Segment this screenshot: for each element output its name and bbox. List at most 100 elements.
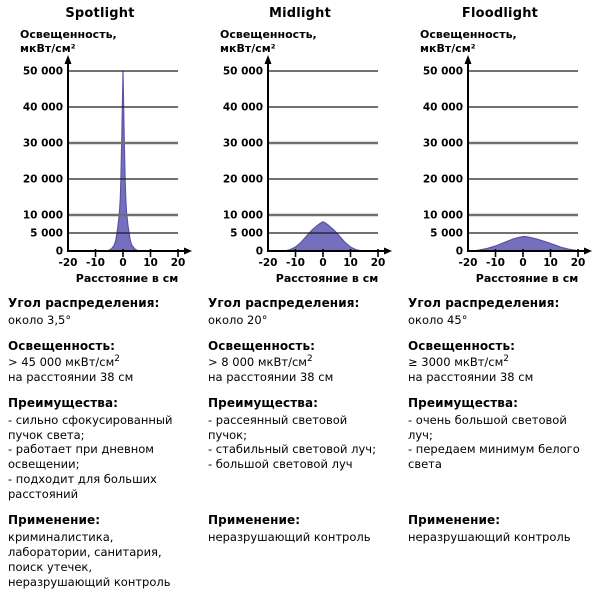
chart-col-midlight: Midlight 50 000 40 000 30 000 20 000 10 000 5… [200, 0, 400, 286]
angle-heading: Угол распределения: [408, 296, 560, 310]
y-tick-label: 0 [456, 246, 463, 258]
illuminance-heading: Освещенность: [208, 338, 316, 353]
x-tick-label: 10 [543, 257, 558, 269]
superscript-2: 2 [114, 354, 121, 365]
application-line: поиск утечек, [8, 559, 93, 574]
illuminance-block-spotlight: Освещенность: > 45 000 мкВт/см2 на расст… [0, 339, 200, 385]
application-line: неразрушающий контроль [8, 574, 171, 589]
x-tick-label: -20 [259, 257, 278, 269]
illuminance-value-text: > 8 000 мкВт/см [208, 355, 307, 370]
angle-value: около 45° [408, 312, 468, 327]
y-axis-title: Освещенность, [220, 28, 317, 41]
chart-col-spotlight: Spotlight 50 000 40 000 30 000 20 000 10 000… [0, 0, 200, 286]
y-tick-label: 10 000 [23, 210, 63, 222]
x-axis-title: Расстояние в см [476, 272, 578, 285]
x-tick-label: 0 [119, 257, 126, 269]
y-axis-arrow-icon [64, 55, 72, 64]
y-tick-label: 30 000 [223, 138, 263, 150]
y-tick-label: 0 [56, 246, 63, 258]
illuminance-value: ≥ 3000 мкВт/см2 [408, 355, 586, 370]
application-block-floodlight: Применение: неразрушающий контроль [400, 513, 600, 589]
illuminance-value-text: ≥ 3000 мкВт/см [408, 355, 504, 370]
superscript-2: 2 [503, 354, 510, 365]
illuminance-distribution-curve [105, 70, 141, 252]
y-tick-label: 20 000 [423, 174, 463, 186]
x-tick-label: 20 [371, 257, 386, 269]
illuminance-block-midlight: Освещенность: > 8 000 мкВт/см2 на рассто… [200, 339, 400, 385]
superscript-2: 2 [306, 354, 313, 365]
y-tick-label: 40 000 [423, 102, 463, 114]
midlight-chart: 50 000 40 000 30 000 20 000 10 000 5 000 0 -20-… [200, 24, 400, 286]
y-axis-arrow-icon [264, 55, 272, 64]
advantages-block-midlight: Преимущества: - рассеянный световой пучо… [200, 396, 400, 502]
chart-title-spotlight: Spotlight [65, 6, 135, 21]
x-tick-label: -20 [459, 257, 478, 269]
x-tick-label: -10 [486, 257, 505, 269]
x-tick-label: 20 [171, 257, 186, 269]
y-axis-title: мкВт/см² [420, 42, 476, 55]
application-block-midlight: Применение: неразрушающий контроль [200, 513, 400, 589]
application-line: неразрушающий контроль [408, 529, 571, 544]
y-tick-label: 50 000 [423, 66, 463, 78]
y-axis-title: Освещенность, [20, 28, 117, 41]
y-tick-label: 40 000 [23, 102, 63, 114]
application-heading: Применение: [208, 513, 301, 528]
y-tick-label: 10 000 [423, 210, 463, 222]
illuminance-block-floodlight: Освещенность: ≥ 3000 мкВт/см2 на расстоя… [400, 339, 600, 385]
illuminance-value: > 8 000 мкВт/см2 [208, 355, 386, 370]
angle-heading: Угол распределения: [208, 296, 360, 310]
illuminance-value: > 45 000 мкВт/см2 [8, 355, 186, 370]
x-axis-arrow-icon [584, 247, 592, 255]
x-tick-label: -20 [59, 257, 78, 269]
x-tick-label: -10 [286, 257, 305, 269]
advantage-item: - стабильный световой луч; [208, 442, 376, 457]
y-tick-label: 30 000 [23, 138, 63, 150]
illuminance-distance: на расстоянии 38 см [208, 370, 334, 385]
advantages-block-spotlight: Преимущества: - сильно сфокусированный п… [0, 396, 200, 502]
x-tick-label: 10 [143, 257, 158, 269]
application-block-spotlight: Применение: криминалистика, лаборатории,… [0, 513, 200, 589]
y-tick-label: 0 [256, 246, 263, 258]
y-tick-label: 40 000 [223, 102, 263, 114]
advantage-item: - большой световой луч [208, 457, 353, 472]
y-axis-arrow-icon [464, 55, 472, 64]
y-tick-label: 10 000 [223, 210, 263, 222]
y-tick-label: 50 000 [223, 66, 263, 78]
y-tick-label: 50 000 [23, 66, 63, 78]
floodlight-chart: 50 000 40 000 30 000 20 000 10 000 5 000 0 -20-… [400, 24, 600, 286]
application-line: неразрушающий контроль [208, 529, 371, 544]
illuminance-distribution-curve [473, 236, 579, 252]
chart-svg: 50 000 40 000 30 000 20 000 10 000 5 000 0-20-… [420, 28, 592, 285]
x-axis-arrow-icon [184, 247, 192, 255]
x-tick-label: 20 [571, 257, 586, 269]
angle-block-midlight: Угол распределения: около 20° [200, 296, 400, 328]
application-line: криминалистика, [8, 529, 114, 544]
x-axis-title: Расстояние в см [76, 272, 178, 285]
y-tick-label: 5 000 [30, 228, 63, 240]
advantage-item: - подходит для больших расстояний [8, 472, 157, 502]
illuminance-distribution-curve [284, 221, 362, 252]
advantage-item: - сильно сфокусированный пучок света; [8, 412, 173, 442]
x-tick-label: 10 [343, 257, 358, 269]
application-line: лаборатории, санитария, [8, 544, 162, 559]
y-tick-label: 30 000 [423, 138, 463, 150]
advantages-heading: Преимущества: [408, 396, 519, 410]
y-axis-title: Освещенность, [420, 28, 517, 41]
chart-col-floodlight: Floodlight 50 000 40 000 30 000 20 000 10 00… [400, 0, 600, 286]
y-tick-label: 5 000 [430, 228, 463, 240]
charts-row: Spotlight 50 000 40 000 30 000 20 000 10 000… [0, 0, 600, 286]
chart-title-floodlight: Floodlight [461, 6, 539, 21]
x-axis-arrow-icon [384, 247, 392, 255]
advantage-item: - передаем минимум белого света [408, 442, 580, 472]
application-heading: Применение: [8, 513, 101, 528]
illuminance-value-text: > 45 000 мкВт/см [8, 355, 115, 370]
application-heading: Применение: [408, 513, 501, 528]
illuminance-distance: на расстоянии 38 см [8, 370, 134, 385]
advantage-item: - работает при дневном освещении; [8, 442, 154, 472]
spotlight-chart: 50 000 40 000 30 000 20 000 10 000 5 000 0 -20-… [0, 24, 200, 286]
y-axis-title: мкВт/см² [220, 42, 276, 55]
illuminance-heading: Освещенность: [408, 338, 516, 353]
